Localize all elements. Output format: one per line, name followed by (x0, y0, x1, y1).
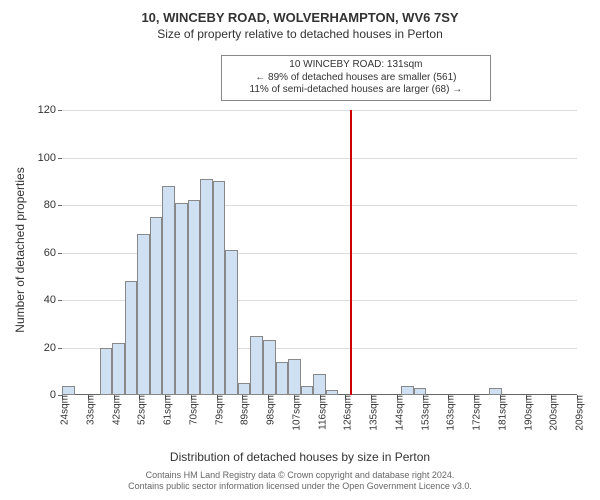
x-tick-label: 70sqm (182, 395, 199, 425)
footer-line2: Contains public sector information licen… (0, 481, 600, 492)
marker-line (350, 110, 352, 395)
x-tick-label: 42sqm (105, 395, 122, 425)
plot-area: 02040608010012024sqm33sqm42sqm52sqm61sqm… (62, 110, 577, 395)
x-tick-label: 79sqm (208, 395, 225, 425)
histogram-bar (150, 217, 163, 395)
histogram-bar (414, 388, 427, 395)
histogram-bar (62, 386, 75, 396)
histogram-bar (301, 386, 314, 396)
x-axis-title: Distribution of detached houses by size … (0, 450, 600, 464)
y-tick-label: 60 (44, 247, 62, 259)
x-tick-label: 98sqm (260, 395, 277, 425)
histogram-bar (188, 200, 201, 395)
chart-subtitle: Size of property relative to detached ho… (0, 27, 600, 41)
histogram-bar (250, 336, 263, 395)
x-tick-label: 61sqm (157, 395, 174, 425)
y-tick-label: 20 (44, 342, 62, 354)
grid-line (62, 158, 577, 159)
x-tick-label: 181sqm (491, 395, 508, 431)
histogram-bar (162, 186, 175, 395)
histogram-bar (263, 340, 276, 395)
x-tick-label: 24sqm (54, 395, 71, 425)
histogram-bar (313, 374, 326, 395)
chart-title: 10, WINCEBY ROAD, WOLVERHAMPTON, WV6 7SY (0, 0, 600, 25)
histogram-bar (200, 179, 213, 395)
x-tick-label: 172sqm (466, 395, 483, 431)
x-tick-label: 89sqm (234, 395, 251, 425)
histogram-bar (276, 362, 289, 395)
x-tick-label: 107sqm (285, 395, 302, 431)
footer-line1: Contains HM Land Registry data © Crown c… (0, 470, 600, 481)
histogram-bar (213, 181, 226, 395)
histogram-chart: 10, WINCEBY ROAD, WOLVERHAMPTON, WV6 7SY… (0, 0, 600, 500)
histogram-bar (100, 348, 113, 396)
histogram-bar (137, 234, 150, 396)
x-tick-label: 52sqm (131, 395, 148, 425)
x-tick-label: 209sqm (569, 395, 586, 431)
callout-line3: 11% of semi-detached houses are larger (… (228, 84, 484, 97)
x-tick-label: 153sqm (414, 395, 431, 431)
chart-footer: Contains HM Land Registry data © Crown c… (0, 470, 600, 493)
callout-line2: ← 89% of detached houses are smaller (56… (228, 72, 484, 85)
y-tick-label: 120 (38, 104, 62, 116)
y-tick-label: 80 (44, 199, 62, 211)
histogram-bar (401, 386, 414, 396)
histogram-bar (112, 343, 125, 395)
callout-box: 10 WINCEBY ROAD: 131sqm ← 89% of detache… (221, 55, 491, 101)
histogram-bar (225, 250, 238, 395)
x-tick-label: 126sqm (337, 395, 354, 431)
x-tick-label: 163sqm (440, 395, 457, 431)
x-tick-label: 33sqm (79, 395, 96, 425)
x-tick-label: 135sqm (363, 395, 380, 431)
x-tick-label: 190sqm (517, 395, 534, 431)
y-tick-label: 40 (44, 294, 62, 306)
grid-line (62, 110, 577, 111)
grid-line (62, 205, 577, 206)
histogram-bar (288, 359, 301, 395)
x-tick-label: 144sqm (388, 395, 405, 431)
y-tick-label: 100 (38, 152, 62, 164)
histogram-bar (489, 388, 502, 395)
y-axis-title: Number of detached properties (13, 150, 27, 350)
x-tick-label: 200sqm (543, 395, 560, 431)
histogram-bar (125, 281, 138, 395)
x-tick-label: 116sqm (311, 395, 328, 430)
callout-line1: 10 WINCEBY ROAD: 131sqm (228, 59, 484, 72)
histogram-bar (175, 203, 188, 395)
histogram-bar (238, 383, 251, 395)
